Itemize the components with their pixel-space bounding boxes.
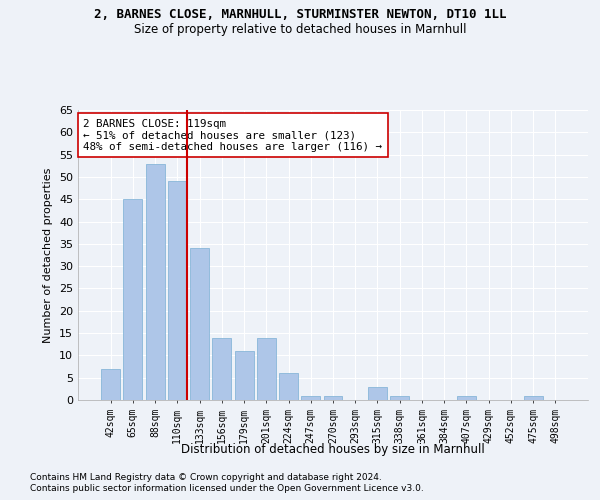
Bar [390,396,409,400]
Bar [235,351,254,400]
Bar [257,338,276,400]
Bar [168,182,187,400]
Y-axis label: Number of detached properties: Number of detached properties [43,168,53,342]
Text: 2 BARNES CLOSE: 119sqm
← 51% of detached houses are smaller (123)
48% of semi-de: 2 BARNES CLOSE: 119sqm ← 51% of detached… [83,118,382,152]
Bar [301,396,320,400]
Bar [368,386,387,400]
Bar [101,369,120,400]
Bar [212,338,231,400]
Bar [146,164,164,400]
Bar [524,396,542,400]
Bar [190,248,209,400]
Text: 2, BARNES CLOSE, MARNHULL, STURMINSTER NEWTON, DT10 1LL: 2, BARNES CLOSE, MARNHULL, STURMINSTER N… [94,8,506,20]
Bar [124,199,142,400]
Text: Distribution of detached houses by size in Marnhull: Distribution of detached houses by size … [181,442,485,456]
Text: Size of property relative to detached houses in Marnhull: Size of property relative to detached ho… [134,22,466,36]
Bar [279,373,298,400]
Text: Contains public sector information licensed under the Open Government Licence v3: Contains public sector information licen… [30,484,424,493]
Bar [323,396,343,400]
Bar [457,396,476,400]
Text: Contains HM Land Registry data © Crown copyright and database right 2024.: Contains HM Land Registry data © Crown c… [30,472,382,482]
